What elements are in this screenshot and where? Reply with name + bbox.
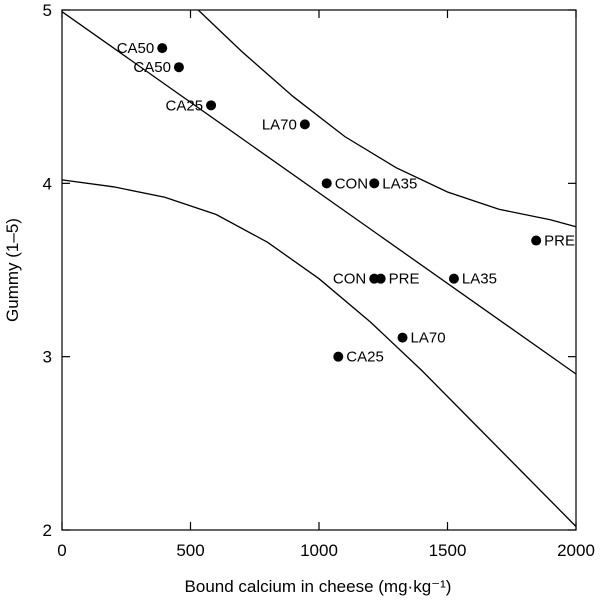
y-axis-title: Gummy (1–5) [3,218,22,322]
point-label: LA70 [262,116,297,133]
regression-line [61,11,577,375]
data-point [157,43,168,54]
point-label: CA50 [133,59,171,76]
point-label: CA50 [117,40,155,57]
lower-confidence-band [61,179,577,527]
point-label: PRE [389,271,420,288]
data-point [397,332,408,343]
data-point [321,178,332,189]
upper-confidence-band [197,9,577,228]
y-tick-label: 3 [43,348,52,367]
y-tick-label: 2 [43,521,52,540]
point-label: CON [335,175,368,192]
point-label: LA35 [382,175,417,192]
y-tick-label: 4 [43,174,52,193]
data-points: CA50 CA50 CA25 LA70 CON LA35 PRE CON PRE LA35 LA70… [117,40,575,366]
data-point [299,119,310,130]
x-tick-label: 500 [176,541,204,560]
point-label: LA70 [411,330,446,347]
y-tick-label: 5 [43,1,52,20]
x-tick-label: 0 [57,541,66,560]
data-point [531,235,542,246]
point-label: CA25 [166,97,204,114]
data-point [333,351,344,362]
x-tick-label: 2000 [557,541,595,560]
axes: 0 500 1000 1500 2000 2 3 4 5 [43,1,595,560]
data-point [369,178,380,189]
plot-frame [61,9,577,531]
data-point [448,273,459,284]
x-tick-label: 1000 [300,541,338,560]
point-label: PRE [544,233,575,250]
x-axis-title: Bound calcium in cheese (mg·kg⁻¹) [185,577,452,596]
data-point [206,100,217,111]
point-label: CA25 [346,349,384,366]
data-point [375,273,386,284]
point-label: CON [333,271,366,288]
point-label: LA35 [462,271,497,288]
x-tick-label: 1500 [429,541,467,560]
curves [61,9,577,527]
data-point [173,62,184,73]
